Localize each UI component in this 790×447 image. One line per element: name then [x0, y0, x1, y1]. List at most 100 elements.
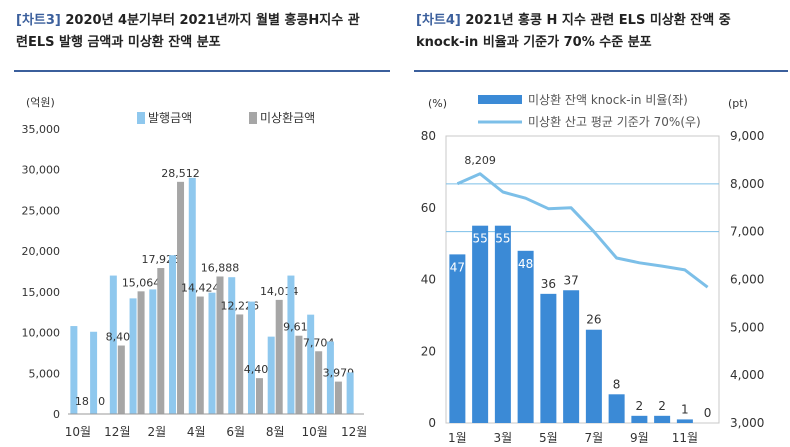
left-y-tick-label: 15,000 [22, 286, 61, 299]
right-x-tick-label: 3월 [494, 431, 513, 445]
right-x-tick-label: 11월 [672, 431, 698, 445]
left-bar-unredeemed [275, 299, 283, 414]
right-y-tick-label-right: 7,000 [730, 225, 764, 239]
right-data-label: 0 [704, 406, 712, 420]
right-title-rule [414, 70, 788, 72]
right-bar-knockin [676, 419, 693, 423]
left-legend-label-issued: 발행금액 [148, 110, 192, 125]
right-data-label: 37 [563, 273, 578, 287]
left-title-line2: 련ELS 발행 금액과 미상환 잔액 분포 [16, 35, 221, 50]
right-data-label: 36 [541, 277, 556, 291]
left-bar-unredeemed [137, 291, 145, 414]
left-bar-issued [228, 277, 236, 414]
left-data-label: 14,424 [181, 282, 220, 295]
right-legend-label-bar: 미상환 잔액 knock-in 비율(좌) [528, 93, 688, 107]
right-data-label: 8 [613, 377, 621, 391]
right-y-tick-label-right: 4,000 [730, 368, 764, 382]
left-x-tick-label: 2월 [147, 425, 166, 439]
right-chart-tag: [차트4] [416, 13, 461, 28]
left-bar-issued [90, 331, 98, 414]
right-x-tick-label: 1월 [448, 431, 467, 445]
left-y-tick-label: 25,000 [22, 204, 61, 217]
left-data-label: 0 [98, 395, 105, 408]
left-data-label: 7,704 [303, 336, 335, 349]
left-bar-unredeemed [255, 378, 263, 414]
left-x-tick-label: 10월 [65, 425, 91, 439]
left-bar-unredeemed [117, 345, 125, 414]
right-line-base-price [456, 172, 709, 289]
left-data-label: 9,613 [283, 321, 315, 334]
left-data-label: 15,064 [122, 276, 161, 289]
right-line-annotation: 8,209 [464, 154, 496, 167]
right-y-tick-label-right: 3,000 [730, 416, 764, 430]
right-y-tick-label-left: 0 [428, 416, 436, 430]
left-bar-issued [109, 275, 117, 414]
right-bar-knockin [517, 250, 534, 423]
right-title-line1: 2021년 홍콩 H 지수 관련 ELS 미상환 잔액 중 [460, 13, 731, 28]
right-bar-knockin [449, 254, 466, 423]
left-x-tick-label: 4월 [187, 425, 206, 439]
left-bar-unredeemed [295, 335, 303, 414]
right-bar-knockin [563, 290, 580, 423]
left-data-label: 28,512 [161, 167, 200, 180]
left-y-tick-label: 5,000 [29, 367, 61, 380]
right-bar-knockin [631, 415, 648, 423]
right-data-label: 55 [495, 232, 510, 246]
left-bar-unredeemed [236, 314, 244, 414]
right-data-label: 55 [472, 232, 487, 246]
right-bar-knockin [585, 329, 602, 423]
right-data-label: 1 [681, 402, 689, 416]
right-bar-knockin [540, 293, 557, 423]
left-y-tick-label: 20,000 [22, 245, 61, 258]
left-x-tick-label: 10월 [302, 425, 328, 439]
left-x-tick-label: 12월 [104, 425, 130, 439]
left-bar-issued [247, 301, 255, 414]
left-bar-issued [208, 292, 216, 414]
right-data-label: 48 [518, 257, 533, 271]
left-bar-issued [287, 275, 295, 414]
left-title-rule [14, 70, 390, 72]
right-x-tick-label: 5월 [539, 431, 558, 445]
right-y-axis-label-right: (pt) [728, 97, 748, 110]
right-y-tick-label-left: 20 [421, 344, 436, 358]
left-bar-issued [307, 314, 315, 414]
right-bar-knockin [608, 394, 625, 423]
right-bar-knockin [494, 225, 511, 423]
right-y-tick-label-left: 80 [421, 129, 436, 143]
left-bar-unredeemed [196, 296, 204, 414]
left-chart-title: [차트3] 2020년 4분기부터 2021년까지 월별 홍콩H지수 관 련EL… [16, 10, 388, 54]
right-data-label: 2 [636, 399, 644, 413]
right-title-line2: knock-in 비율과 기준가 70% 수준 분포 [416, 35, 652, 50]
left-bar-issued [326, 341, 334, 414]
right-bar-knockin [654, 415, 671, 423]
right-y-tick-label-right: 9,000 [730, 129, 764, 143]
left-x-tick-label: 8월 [266, 425, 285, 439]
left-bar-unredeemed [334, 381, 342, 414]
left-data-label: 18 [75, 395, 89, 408]
left-y-tick-label: 0 [53, 408, 60, 421]
right-y-tick-label-right: 8,000 [730, 177, 764, 191]
left-bar-issued [188, 177, 196, 414]
right-data-label: 47 [450, 260, 465, 274]
left-y-axis-label: (억원) [26, 96, 55, 109]
left-chart-tag: [차트3] [16, 13, 61, 28]
left-bar-issued [129, 298, 137, 414]
left-y-tick-label: 35,000 [22, 123, 61, 136]
right-chart-title: [차트4] 2021년 홍콩 H 지수 관련 ELS 미상환 잔액 중 knoc… [416, 10, 788, 54]
left-title-line1: 2020년 4분기부터 2021년까지 월별 홍콩H지수 관 [60, 13, 360, 28]
left-bar-issued [346, 372, 354, 414]
left-x-tick-label: 6월 [226, 425, 245, 439]
left-legend-swatch-unredeemed [249, 112, 257, 124]
right-bar-knockin [472, 225, 489, 423]
left-bar-unredeemed [157, 268, 165, 414]
right-y-tick-label-right: 5,000 [730, 320, 764, 334]
left-bar-issued [70, 326, 78, 414]
left-data-label: 4,401 [244, 363, 276, 376]
left-bar-issued [267, 336, 275, 414]
left-legend-label-unredeemed: 미상환금액 [260, 111, 315, 125]
left-data-label: 8,408 [106, 331, 138, 344]
right-y-axis-label-left: (%) [428, 97, 447, 110]
right-plot-frame [445, 135, 720, 424]
left-legend-swatch-issued [137, 112, 145, 124]
